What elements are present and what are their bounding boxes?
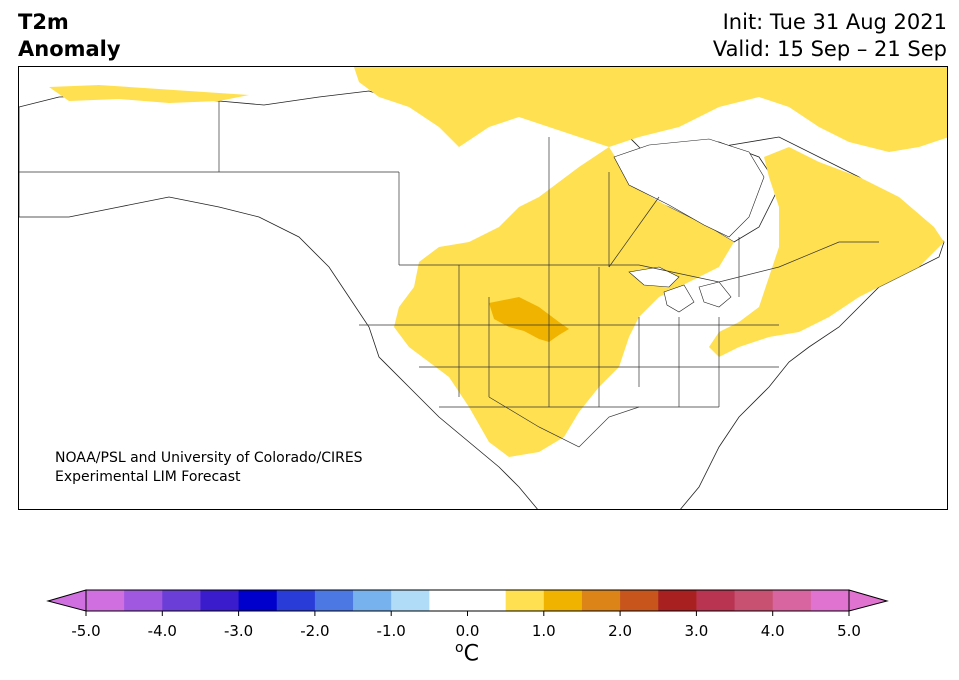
colorbar-tick-label: 0.0: [455, 622, 480, 640]
colorbar-tick-label: -3.0: [223, 622, 254, 640]
colorbar-cell: [238, 590, 278, 611]
unit-superscript: o: [455, 640, 464, 656]
colorbar-tick-label: -2.0: [300, 622, 330, 640]
forecast-dates: Init: Tue 31 Aug 2021 Valid: 15 Sep – 21…: [713, 9, 947, 63]
colorbar-cell: [696, 590, 736, 611]
colorbar-cell: [276, 590, 316, 611]
colorbar-cell: [658, 590, 697, 611]
colorbar-cell: [543, 590, 583, 611]
water-bodies: [613, 138, 765, 313]
anomaly-map: [18, 66, 948, 510]
init-date: Init: Tue 31 Aug 2021: [722, 10, 947, 34]
colorbar-cell: [314, 590, 354, 611]
colorbar-tick-label: 2.0: [608, 622, 633, 640]
map-title: T2m Anomaly: [18, 9, 121, 63]
anomaly-weak-warm: [49, 67, 947, 457]
colorbar-tick-label: -4.0: [147, 622, 177, 640]
colorbar-cell: [86, 590, 125, 611]
colorbar: [46, 589, 889, 616]
colorbar-tick-label: -5.0: [71, 622, 101, 640]
credit-line1: NOAA/PSL and University of Colorado/CIRE…: [55, 450, 363, 466]
valid-date: Valid: 15 Sep – 21 Sep: [712, 37, 947, 61]
colorbar-tick-label: -1.0: [376, 622, 406, 640]
colorbar-cell: [467, 590, 507, 611]
colorbar-tick-label: 1.0: [531, 622, 556, 640]
colorbar-cell: [772, 590, 812, 611]
credit-text: NOAA/PSL and University of Colorado/CIRE…: [55, 449, 363, 487]
colorbar-cell: [620, 590, 659, 611]
colorbar-tick-label: 5.0: [837, 622, 861, 640]
colorbar-max-arrow: [848, 589, 889, 612]
colorbar-unit: oC: [455, 640, 479, 666]
colorbar-cell: [734, 590, 774, 611]
colorbar-cell: [429, 590, 468, 611]
colorbar-cell: [124, 590, 163, 611]
title-line1: T2m: [18, 10, 69, 34]
borders: [19, 101, 879, 448]
colorbar-cell: [162, 590, 201, 611]
colorbar-cell: [353, 590, 392, 611]
colorbar-cell: [581, 590, 621, 611]
colorbar-tick-label: 4.0: [760, 622, 785, 640]
colorbar-cell: [810, 590, 850, 611]
colorbar-min-arrow: [46, 589, 87, 612]
credit-line2: Experimental LIM Forecast: [55, 469, 241, 485]
unit-letter: C: [463, 641, 479, 667]
map-canvas: [19, 67, 947, 509]
colorbar-cell: [391, 590, 430, 611]
colorbar-tick-label: 3.0: [684, 622, 709, 640]
colorbar-cell: [505, 590, 545, 611]
title-line2: Anomaly: [18, 37, 121, 61]
colorbar-cell: [200, 590, 240, 611]
